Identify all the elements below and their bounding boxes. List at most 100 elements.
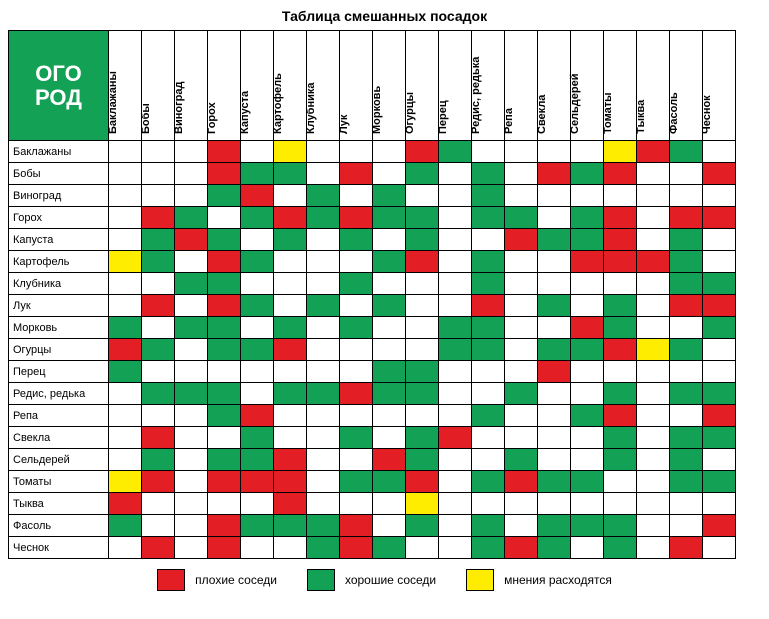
cell (604, 251, 637, 273)
cell (406, 207, 439, 229)
cell (175, 471, 208, 493)
cell (571, 361, 604, 383)
cell (109, 185, 142, 207)
cell (175, 405, 208, 427)
col-header-label: Чеснок (701, 95, 713, 134)
cell (604, 405, 637, 427)
cell (274, 515, 307, 537)
cell (538, 471, 571, 493)
cell (142, 537, 175, 559)
cell (472, 185, 505, 207)
cell (670, 405, 703, 427)
cell (538, 317, 571, 339)
cell (439, 229, 472, 251)
cell (373, 537, 406, 559)
cell (175, 383, 208, 405)
cell (274, 361, 307, 383)
cell (340, 537, 373, 559)
cell (406, 427, 439, 449)
cell (472, 339, 505, 361)
cell (703, 185, 736, 207)
cell (472, 383, 505, 405)
cell (241, 537, 274, 559)
cell (439, 317, 472, 339)
cell (373, 317, 406, 339)
cell (340, 515, 373, 537)
cell (109, 493, 142, 515)
col-header: Клубника (307, 31, 340, 141)
cell (274, 471, 307, 493)
cell (670, 471, 703, 493)
cell (439, 493, 472, 515)
cell (208, 163, 241, 185)
col-header: Бобы (142, 31, 175, 141)
cell (241, 251, 274, 273)
cell (208, 207, 241, 229)
col-header: Виноград (175, 31, 208, 141)
cell (439, 273, 472, 295)
cell (373, 141, 406, 163)
cell (406, 163, 439, 185)
cell (637, 471, 670, 493)
cell (208, 537, 241, 559)
cell (505, 185, 538, 207)
row-header: Горох (9, 207, 109, 229)
cell (604, 361, 637, 383)
cell (109, 515, 142, 537)
cell (175, 185, 208, 207)
col-header: Морковь (373, 31, 406, 141)
cell (604, 317, 637, 339)
col-header-label: Горох (206, 102, 218, 134)
cell (109, 141, 142, 163)
cell (406, 493, 439, 515)
cell (109, 229, 142, 251)
cell (307, 515, 340, 537)
cell (571, 449, 604, 471)
cell (241, 339, 274, 361)
cell (307, 471, 340, 493)
cell (175, 361, 208, 383)
cell (571, 207, 604, 229)
cell (340, 251, 373, 273)
cell (703, 515, 736, 537)
row-header: Баклажаны (9, 141, 109, 163)
table-row: Томаты (9, 471, 736, 493)
cell (274, 295, 307, 317)
legend-label-good: хорошие соседи (345, 573, 436, 587)
table-row: Картофель (9, 251, 736, 273)
table-row: Тыква (9, 493, 736, 515)
cell (340, 141, 373, 163)
cell (307, 317, 340, 339)
cell (439, 295, 472, 317)
cell (571, 493, 604, 515)
cell (109, 163, 142, 185)
cell (340, 493, 373, 515)
cell (472, 537, 505, 559)
cell (505, 339, 538, 361)
cell (604, 427, 637, 449)
cell (439, 405, 472, 427)
cell (571, 141, 604, 163)
col-header-label: Клубника (305, 83, 317, 135)
row-header: Тыква (9, 493, 109, 515)
cell (274, 427, 307, 449)
cell (142, 141, 175, 163)
cell (340, 207, 373, 229)
cell (241, 449, 274, 471)
col-header-label: Морковь (371, 86, 383, 134)
cell (703, 273, 736, 295)
cell (274, 229, 307, 251)
cell (142, 207, 175, 229)
cell (637, 273, 670, 295)
cell (604, 383, 637, 405)
cell (538, 185, 571, 207)
cell (472, 229, 505, 251)
cell (307, 207, 340, 229)
cell (406, 383, 439, 405)
table-row: Бобы (9, 163, 736, 185)
cell (241, 317, 274, 339)
cell (208, 493, 241, 515)
cell (340, 273, 373, 295)
logo-line1: ОГО (35, 61, 81, 86)
cell (472, 207, 505, 229)
